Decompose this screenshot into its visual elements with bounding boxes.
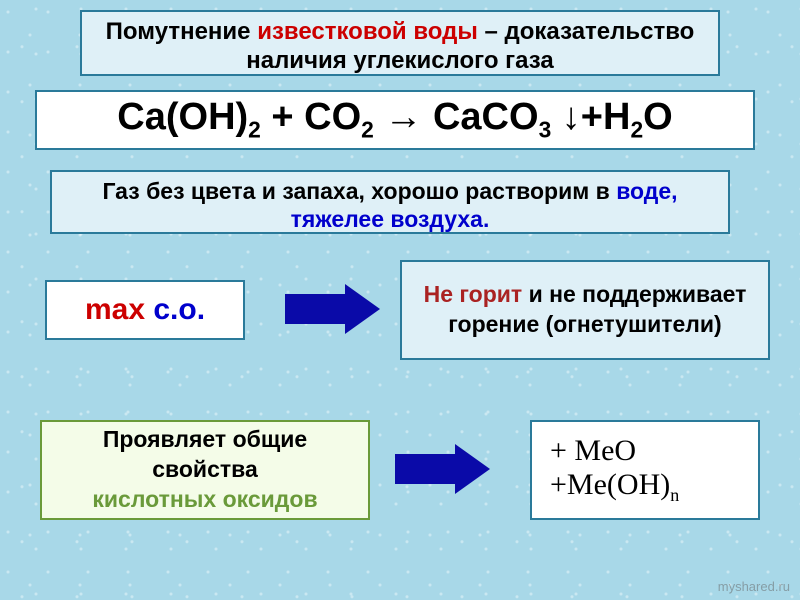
- meo-l2a: +Me(OH): [550, 468, 670, 501]
- acid-line2: кислотных оксидов: [92, 486, 317, 512]
- watermark: myshared.ru: [718, 579, 790, 594]
- title-box: Помутнение известковой воды – доказатель…: [80, 10, 720, 76]
- arrow-1-body: [285, 294, 345, 324]
- desc-box: Газ без цвета и запаха, хорошо растворим…: [50, 170, 730, 234]
- acid-line1: Проявляет общие свойства: [103, 426, 307, 482]
- max-blue: с.о.: [145, 293, 205, 326]
- f4: → CaCO: [374, 96, 539, 138]
- max-box: max с.о.: [45, 280, 245, 340]
- meo-box: + MeO +Me(OH)n: [530, 420, 760, 520]
- meo-line2: +Me(OH)n: [550, 468, 746, 506]
- burn-box: Не горит и не поддерживает горение (огне…: [400, 260, 770, 360]
- acid-box: Проявляет общие свойства кислотных оксид…: [40, 420, 370, 520]
- arrow-2-head: [455, 444, 490, 494]
- arrow-1-head: [345, 284, 380, 334]
- f0: Ca(OH): [117, 96, 248, 138]
- arrow-2-body: [395, 454, 455, 484]
- f5: 3: [539, 117, 552, 143]
- meo-l2sub: n: [670, 485, 679, 505]
- f3: 2: [361, 117, 374, 143]
- title-highlight: известковой воды: [257, 18, 478, 45]
- f2: + CO: [261, 96, 361, 138]
- title-pre: Помутнение: [106, 18, 258, 45]
- desc-pre: Газ без цвета и запаха, хорошо растворим…: [102, 178, 616, 204]
- burn-highlight: Не горит: [424, 281, 523, 307]
- f6: ↓+H: [551, 96, 630, 138]
- f8: O: [643, 96, 673, 138]
- formula-box: Ca(OH)2 + CO2 → CaCO3 ↓+H2O: [35, 90, 755, 150]
- f7: 2: [630, 117, 643, 143]
- meo-line1: + MeO: [550, 434, 746, 468]
- f1: 2: [248, 117, 261, 143]
- formula: Ca(OH)2 + CO2 → CaCO3 ↓+H2O: [117, 96, 672, 144]
- max-red: max: [85, 293, 145, 326]
